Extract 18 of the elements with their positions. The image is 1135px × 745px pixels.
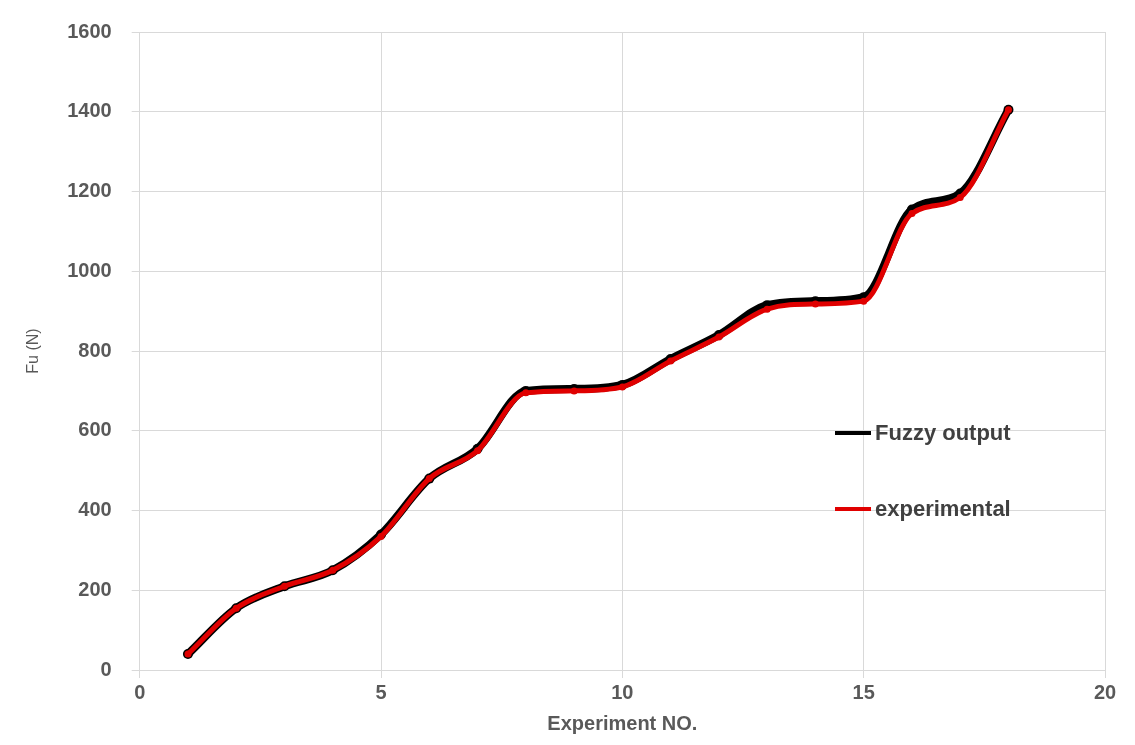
x-tick-label: 15 xyxy=(852,680,875,703)
y-axis-title: Fu (N) xyxy=(24,328,42,374)
x-tick-label: 5 xyxy=(375,680,387,703)
y-tick-label: 1600 xyxy=(67,19,112,42)
legend-label: Fuzzy output xyxy=(875,420,1011,446)
legend-label: experimental xyxy=(875,496,1011,522)
y-tick-label: 0 xyxy=(100,657,112,680)
y-tick-label: 400 xyxy=(78,498,112,521)
x-tick-label: 0 xyxy=(134,680,146,703)
x-axis-title: Experiment NO. xyxy=(547,711,698,734)
y-tick-label: 1000 xyxy=(67,258,112,281)
x-tick-label: 10 xyxy=(611,680,634,703)
x-tick-label: 20 xyxy=(1093,680,1117,703)
y-tick-label: 600 xyxy=(78,418,112,441)
y-tick-label: 200 xyxy=(78,577,112,600)
y-tick-label: 1200 xyxy=(67,179,112,202)
y-tick-label: 800 xyxy=(78,338,112,361)
y-tick-label: 1400 xyxy=(67,99,112,122)
